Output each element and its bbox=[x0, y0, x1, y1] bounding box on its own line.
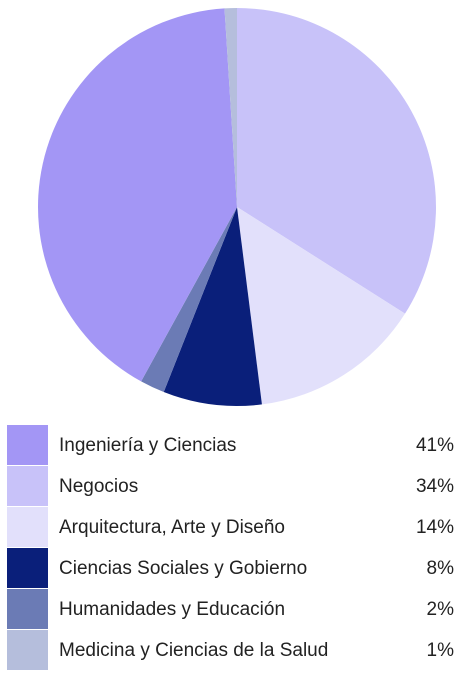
legend-swatch bbox=[7, 425, 48, 465]
legend-value: 41% bbox=[416, 435, 454, 456]
legend-label: Medicina y Ciencias de la Salud bbox=[59, 640, 328, 661]
pie-slice bbox=[224, 8, 237, 207]
pie-slice bbox=[37, 8, 238, 382]
legend-value: 2% bbox=[427, 599, 455, 620]
legend-swatch bbox=[7, 507, 48, 547]
legend-label: Ciencias Sociales y Gobierno bbox=[59, 558, 307, 579]
legend-label: Arquitectura, Arte y Diseño bbox=[59, 517, 285, 538]
legend-label: Negocios bbox=[59, 476, 138, 497]
legend-swatch bbox=[7, 466, 48, 506]
legend-value: 1% bbox=[427, 640, 455, 661]
legend-swatch bbox=[7, 548, 48, 588]
legend-swatch bbox=[7, 589, 48, 629]
legend-label: Humanidades y Educación bbox=[59, 599, 285, 620]
pie-slice bbox=[163, 207, 262, 406]
legend-swatch bbox=[7, 630, 48, 670]
legend-value: 8% bbox=[427, 558, 455, 579]
pie-slice bbox=[237, 8, 437, 314]
pie-slice bbox=[237, 207, 406, 405]
legend-value: 14% bbox=[416, 517, 454, 538]
legend-label: Ingeniería y Ciencias bbox=[59, 435, 236, 456]
legend-value: 34% bbox=[416, 476, 454, 497]
pie-slice bbox=[141, 207, 237, 393]
